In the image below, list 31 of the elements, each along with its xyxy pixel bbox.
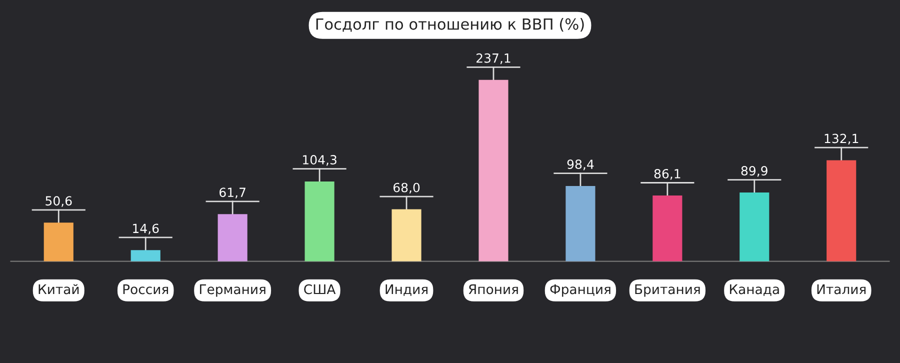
bar: [826, 160, 856, 262]
bar: [652, 195, 682, 262]
x-tick-label: Канада: [730, 284, 779, 296]
data-label: 86,1: [654, 168, 680, 180]
x-tick-label: США: [304, 284, 336, 294]
data-label: 50,6: [46, 196, 72, 207]
bar: [478, 80, 508, 262]
bar: [130, 250, 160, 262]
data-label: 104,3: [303, 155, 336, 166]
bar: [740, 192, 770, 262]
data-label: 98,4: [567, 160, 594, 170]
x-tick-label: Италия: [817, 284, 866, 294]
data-label: 132,1: [824, 134, 858, 144]
data-label: 237,1: [476, 53, 510, 64]
x-tick-label: Британия: [635, 284, 700, 297]
x-tick-label: Индия: [386, 284, 428, 296]
bar: [392, 209, 422, 262]
x-tick-label: Россия: [123, 284, 168, 294]
data-label: 89,9: [741, 166, 768, 177]
chart-title: Госдолг по отношению к ВВП (%): [316, 18, 584, 32]
data-label: 14,6: [133, 224, 159, 234]
data-label: 61,7: [220, 188, 246, 198]
x-tick-label: Франция: [550, 284, 610, 297]
bar: [44, 222, 74, 262]
bar: [566, 186, 596, 262]
bar: [218, 214, 248, 262]
bar: [304, 182, 334, 262]
x-tick-label: Германия: [200, 284, 266, 297]
x-tick-label: Япония: [468, 284, 518, 294]
data-label: 68,0: [393, 182, 420, 194]
x-tick-label: Китай: [38, 284, 79, 294]
